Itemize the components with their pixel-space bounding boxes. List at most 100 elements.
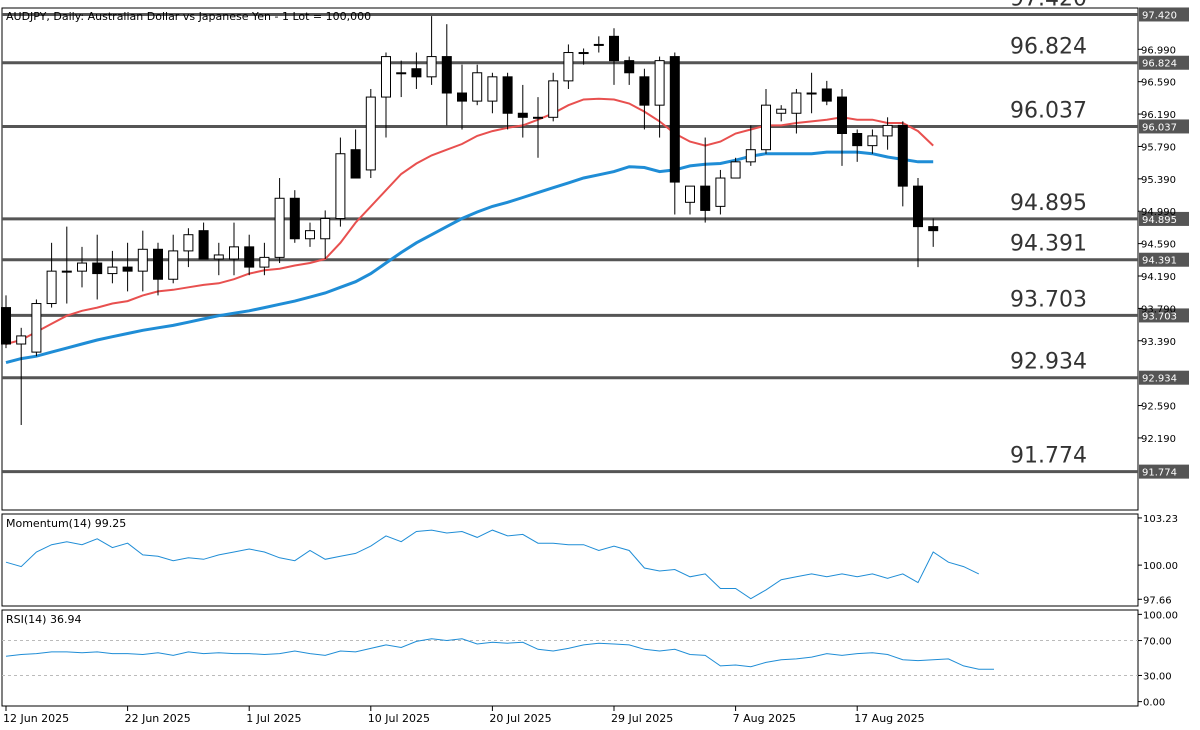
candle[interactable] [669, 52, 680, 215]
candle[interactable] [46, 242, 57, 308]
candle[interactable] [897, 121, 908, 207]
candle[interactable] [259, 242, 270, 276]
candle-body-bearish [1, 307, 11, 345]
candle[interactable] [381, 52, 391, 138]
candle[interactable] [61, 226, 72, 304]
candle[interactable] [806, 72, 817, 114]
candle[interactable] [153, 242, 163, 296]
candle[interactable] [457, 64, 467, 130]
candle[interactable] [761, 88, 771, 154]
level-label: 92.934 [1010, 350, 1087, 375]
candle-body-bearish [821, 88, 832, 102]
candle-body-bullish [882, 124, 893, 137]
candle[interactable] [837, 88, 847, 166]
candle[interactable] [578, 48, 589, 65]
candle[interactable] [350, 129, 361, 179]
candle[interactable] [609, 28, 619, 85]
candle-body-bullish [259, 256, 270, 268]
candle[interactable] [16, 327, 27, 425]
momentum-line [5, 529, 980, 600]
price-tick-label: 95.390 [1141, 175, 1176, 186]
level-price-tag-label: 94.895 [1142, 215, 1177, 226]
candle[interactable] [122, 242, 133, 292]
candle-body-bearish [700, 185, 711, 211]
candle-body-bullish [46, 270, 57, 305]
moving-averages [5, 97, 934, 365]
candle[interactable] [441, 24, 452, 126]
level-price-tag-label: 92.934 [1142, 374, 1177, 385]
candle[interactable] [867, 129, 878, 154]
candle[interactable] [426, 16, 437, 85]
candle[interactable] [821, 80, 832, 106]
candle[interactable] [305, 222, 315, 247]
candle[interactable] [1, 295, 11, 349]
candle[interactable] [639, 68, 650, 130]
candle-body-bullish [77, 262, 87, 272]
candle-body-bearish [913, 185, 923, 228]
candle[interactable] [852, 129, 863, 162]
candle[interactable] [928, 218, 939, 247]
level-price-tag [1139, 370, 1189, 385]
candle[interactable] [685, 185, 695, 215]
candle[interactable] [335, 137, 346, 227]
candle[interactable] [244, 234, 255, 276]
candle[interactable] [396, 60, 407, 98]
candle[interactable] [913, 178, 923, 268]
candle[interactable] [183, 228, 194, 268]
candle[interactable] [502, 72, 513, 130]
candle[interactable] [137, 230, 148, 292]
candle[interactable] [168, 234, 179, 284]
level-price-tag [1139, 464, 1189, 479]
candle-body-bearish [122, 266, 133, 272]
candle[interactable] [487, 72, 498, 114]
candle[interactable] [654, 56, 665, 138]
candle[interactable] [107, 250, 118, 284]
candle[interactable] [776, 105, 787, 122]
candle[interactable] [229, 222, 239, 276]
candle[interactable] [274, 178, 285, 264]
candle[interactable] [548, 72, 559, 122]
candle[interactable] [715, 169, 726, 215]
candle-body-bearish [837, 96, 847, 134]
rsi-tick-label: 30.00 [1143, 671, 1172, 682]
candle[interactable] [289, 190, 300, 243]
candle[interactable] [700, 137, 711, 223]
candle-body-bullish [107, 266, 118, 275]
momentum-pane[interactable] [1, 513, 1139, 607]
candle-body-bearish [928, 226, 939, 232]
level-price-tag-label: 94.391 [1142, 256, 1177, 267]
candle-body-bearish [609, 35, 619, 62]
candle[interactable] [365, 88, 376, 179]
price-tick-label: 94.190 [1141, 272, 1176, 283]
candle[interactable] [593, 36, 604, 53]
candle[interactable] [92, 234, 103, 300]
candle[interactable] [472, 64, 483, 106]
candle-body-bullish [472, 72, 483, 102]
candle-body-bullish [213, 254, 224, 260]
candle[interactable] [624, 56, 635, 85]
candle[interactable] [411, 52, 422, 89]
price-axis: 96.990 96.590 96.190 95.790 95.390 94.990 94.5… [1138, 45, 1176, 445]
candle-body-bullish [563, 52, 574, 82]
candle[interactable] [563, 44, 574, 89]
candle[interactable] [31, 299, 42, 357]
candle[interactable] [517, 84, 528, 138]
candle[interactable] [213, 242, 224, 276]
candle[interactable] [730, 157, 741, 179]
candle-body-bearish [639, 76, 650, 106]
candle[interactable] [791, 88, 802, 134]
candle-body-bearish [198, 230, 209, 260]
candle[interactable] [882, 117, 893, 150]
level-label: 96.037 [1010, 98, 1087, 123]
candle[interactable] [533, 97, 543, 158]
candle-body-bullish [578, 52, 589, 55]
rsi-pane[interactable] [1, 609, 1139, 707]
level-price-tag-label: 97.420 [1142, 10, 1177, 21]
candle[interactable] [77, 246, 87, 288]
candle[interactable] [320, 210, 331, 259]
candle-body-bullish [335, 153, 346, 220]
candle[interactable] [198, 222, 209, 260]
candle[interactable] [745, 125, 756, 166]
candle-body-bullish [16, 335, 27, 345]
